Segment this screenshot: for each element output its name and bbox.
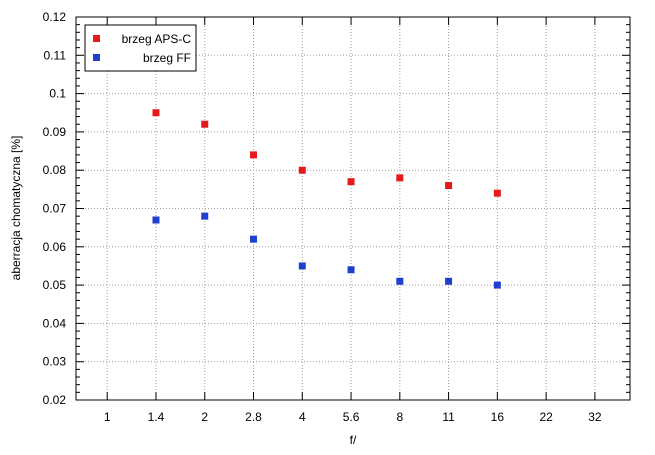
x-tick-label: 2	[201, 410, 208, 424]
legend-label-aps-c: brzeg APS-C	[122, 32, 192, 46]
y-tick-label: 0.08	[43, 163, 67, 177]
y-axis-title: aberracja chomatyczna [%]	[9, 136, 23, 281]
y-tick-label: 0.12	[43, 10, 67, 24]
point-series-1	[152, 216, 160, 224]
point-series-1	[396, 277, 404, 285]
grid	[76, 17, 630, 400]
point-series-0	[250, 151, 258, 159]
y-tick-label: 0.1	[49, 87, 66, 101]
x-tick-label: 1	[104, 410, 111, 424]
point-series-0	[201, 120, 209, 128]
point-series-1	[347, 266, 355, 274]
y-tick-label: 0.02	[43, 393, 67, 407]
point-series-0	[396, 174, 404, 182]
y-tick-labels: 0.02 0.03 0.04 0.05 0.06 0.07 0.08 0.09 0.1 0.11 0…	[43, 10, 67, 407]
y-tick-label: 0.07	[43, 202, 67, 216]
legend-box	[84, 24, 197, 72]
y-tick-label: 0.09	[43, 125, 67, 139]
x-tick-label: 16	[491, 410, 505, 424]
point-series-0	[445, 182, 453, 190]
legend-marker-ff	[93, 54, 100, 61]
x-tick-label: 4	[299, 410, 306, 424]
y-tick-label: 0.11	[44, 48, 67, 62]
x-tick-label: 8	[396, 410, 403, 424]
point-series-1	[201, 212, 209, 220]
x-tick-label: 5.6	[343, 410, 360, 424]
data-points	[152, 109, 501, 289]
point-series-1	[250, 235, 258, 243]
x-axis-title: f/	[350, 433, 357, 447]
x-tick-labels: 1 1.4 2 2.8 4 5.6 8 11 16 22 32	[104, 410, 602, 424]
y-tick-label: 0.03	[43, 355, 67, 369]
point-series-0	[152, 109, 160, 117]
x-tick-label: 32	[588, 410, 602, 424]
x-tick-label: 2.8	[245, 410, 262, 424]
point-series-1	[298, 262, 306, 270]
y-tick-label: 0.06	[43, 240, 67, 254]
point-series-0	[493, 189, 501, 197]
x-tick-label: 22	[539, 410, 553, 424]
legend-marker-aps-c	[93, 35, 100, 42]
x-tick-label: 1.4	[148, 410, 165, 424]
y-tick-label: 0.05	[43, 278, 67, 292]
point-series-1	[445, 277, 453, 285]
legend: brzeg APS-C brzeg FF	[84, 24, 197, 72]
point-series-0	[298, 166, 306, 174]
x-tick-label: 11	[442, 410, 455, 424]
point-series-0	[347, 178, 355, 186]
y-tick-label: 0.04	[43, 316, 67, 330]
point-series-1	[493, 281, 501, 289]
legend-label-ff: brzeg FF	[143, 51, 191, 65]
axis-ticks	[76, 16, 630, 401]
